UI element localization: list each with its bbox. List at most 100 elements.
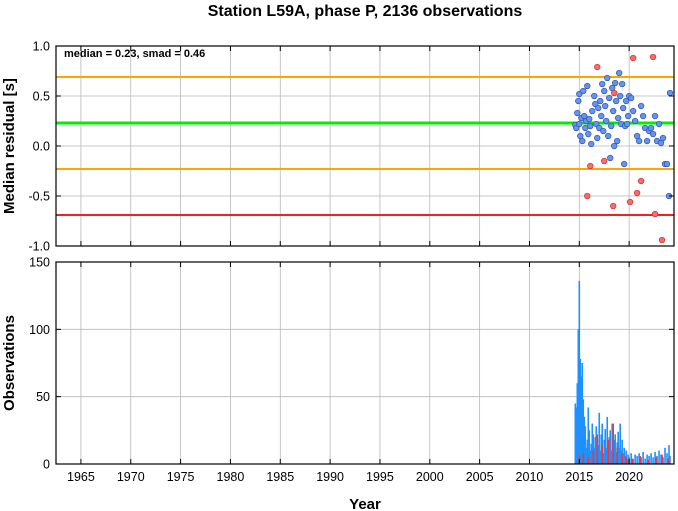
observation-bar xyxy=(585,447,588,464)
observations-y-tick-label: 50 xyxy=(36,390,50,404)
residual-point xyxy=(619,80,626,88)
outlier-point xyxy=(649,53,657,61)
observation-bar xyxy=(611,423,613,464)
outlier-observation-bar xyxy=(607,439,610,464)
residual-y-tick-label: 0.5 xyxy=(33,90,50,104)
residual-reference-lines xyxy=(56,76,674,216)
residual-point xyxy=(602,102,609,110)
residual-point xyxy=(591,92,598,100)
year-x-ticks: 1965 1970 1975 1980 1985 1990 1995 2000 2005 2010… xyxy=(67,46,643,484)
outlier-point xyxy=(658,236,666,244)
x-tick-label: 1980 xyxy=(217,470,245,484)
residual-point xyxy=(643,137,651,145)
observation-bar xyxy=(623,447,625,464)
observation-bar xyxy=(605,447,608,464)
residual-point xyxy=(617,92,624,100)
residual-y-ticks: -1.0 -0.5 0.0 0.5 1.0 xyxy=(28,40,674,254)
observation-bar xyxy=(658,450,660,464)
residual-point xyxy=(586,115,593,123)
x-tick-label: 1985 xyxy=(266,470,294,484)
residual-point xyxy=(575,97,582,105)
residual-point xyxy=(610,107,617,115)
residual-point xyxy=(589,107,596,115)
observation-bar xyxy=(624,455,626,464)
observation-bar xyxy=(603,439,606,464)
residual-point xyxy=(576,120,583,128)
residual-point xyxy=(629,107,637,115)
observation-bar xyxy=(597,445,600,464)
residual-point xyxy=(599,80,606,88)
observation-bar xyxy=(627,454,629,464)
observation-bar xyxy=(636,455,638,464)
outlier-point xyxy=(610,202,617,210)
residual-y-tick-label: -0.5 xyxy=(28,190,50,204)
residual-point xyxy=(614,137,621,145)
observation-bar xyxy=(593,447,596,464)
observation-bar xyxy=(668,445,670,464)
residual-point xyxy=(627,94,635,102)
observation-bar xyxy=(606,416,609,464)
outlier-observation-bar xyxy=(601,445,604,464)
observation-bar xyxy=(630,453,632,464)
residual-point xyxy=(649,130,657,138)
residual-point xyxy=(594,134,601,142)
residual-panel: -1.0 -0.5 0.0 0.5 1.0 median = 0.23, smad = … xyxy=(1,40,675,254)
residual-point xyxy=(608,122,615,130)
outlier-observation-bar xyxy=(612,423,614,464)
residual-grid xyxy=(56,45,674,247)
observation-bar xyxy=(662,457,664,464)
observation-bar xyxy=(586,439,589,464)
outlier-observation-bar xyxy=(582,453,585,464)
residual-point xyxy=(587,122,594,130)
residual-point xyxy=(606,94,613,102)
observations-y-tick-label: 150 xyxy=(29,256,50,270)
residual-point xyxy=(601,87,608,95)
residual-point xyxy=(647,124,655,132)
observation-bar xyxy=(594,437,597,464)
observation-bar xyxy=(590,443,593,464)
residual-point xyxy=(635,137,643,145)
residual-point xyxy=(621,160,628,168)
residual-y-tick-label: 0.0 xyxy=(33,140,50,154)
residual-point xyxy=(659,134,667,142)
observations-plot-area xyxy=(56,262,674,464)
residual-point xyxy=(637,102,645,110)
residual-point xyxy=(651,112,659,120)
residual-point xyxy=(603,117,610,125)
observation-bar xyxy=(621,439,623,464)
observation-bar xyxy=(602,453,605,464)
observation-bar xyxy=(614,434,616,464)
residual-point xyxy=(615,114,622,122)
observation-bar xyxy=(619,423,621,464)
x-tick-label: 2000 xyxy=(416,470,444,484)
observation-bar xyxy=(588,430,591,464)
residual-point xyxy=(604,74,611,82)
observation-bar xyxy=(604,428,607,464)
observation-bar xyxy=(654,451,656,464)
x-tick-label: 1975 xyxy=(167,470,195,484)
outlier-point xyxy=(584,192,591,200)
observations-y-tick-label: 100 xyxy=(29,323,50,337)
observation-bar xyxy=(610,450,613,464)
observation-bar xyxy=(608,437,611,464)
x-tick-label: 1965 xyxy=(67,470,95,484)
observation-bar xyxy=(591,423,594,464)
observation-bar xyxy=(581,363,584,464)
observation-bar xyxy=(609,430,612,464)
outlier-observation-bar xyxy=(661,454,663,464)
observation-bar xyxy=(599,450,602,464)
outlier-observation-bar xyxy=(667,458,669,464)
outlier-observation-bar xyxy=(655,457,657,464)
observation-bar xyxy=(589,450,592,464)
observations-bars xyxy=(574,280,671,464)
observation-bar xyxy=(650,453,652,464)
residual-point xyxy=(607,154,614,162)
residual-point xyxy=(663,160,671,168)
residual-point xyxy=(624,120,631,128)
residual-point xyxy=(631,117,639,125)
observation-bar xyxy=(613,439,615,464)
observation-bar xyxy=(652,457,654,464)
outlier-point xyxy=(611,89,618,97)
residual-point xyxy=(598,112,605,120)
